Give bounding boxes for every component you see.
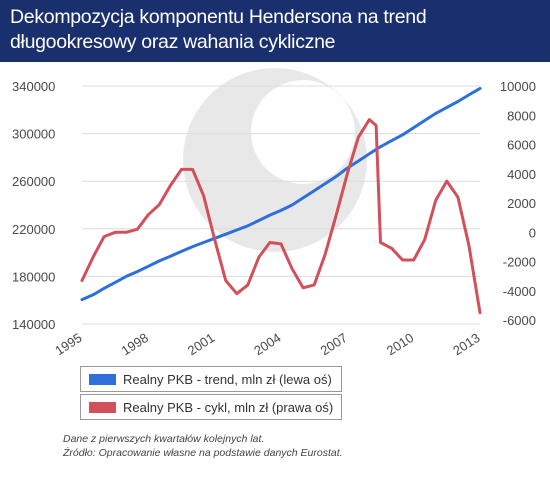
right-tick-label: 0 [529,225,536,240]
x-tick-label: 2010 [384,330,416,358]
legend-swatch-cycle [89,402,116,413]
series-line-trend [80,86,482,302]
right-tick-label: -2000 [503,255,536,270]
left-tick-label: 260000 [12,174,55,189]
legend-label-trend: Realny PKB - trend, mln zł (lewa oś) [123,372,332,387]
footnote-source: Źródło: Opracowanie własne na podstawie … [63,447,343,459]
x-axis-ticks: 1995 1998 2001 2004 2007 2010 2013 [52,330,482,358]
x-tick-label: 1998 [119,330,151,358]
series-line-cycle [80,118,482,315]
grid-lines [82,85,480,325]
chart-title: Dekompozycja komponentu Hendersona na tr… [10,6,427,53]
right-tick-label: -4000 [503,284,536,299]
line-chart: 140000 180000 220000 260000 300000 340000 -60… [12,68,536,358]
title-bar: Dekompozycja komponentu Hendersona na tr… [0,0,550,62]
watermark-logo [183,68,367,252]
x-tick-label: 2007 [318,330,350,358]
footnote-data: Dane z pierwszych kwartałów kolejnych la… [63,433,265,445]
legend-label-cycle: Realny PKB - cykl, mln zł (prawa oś) [123,400,334,415]
left-tick-label: 180000 [12,269,55,284]
right-tick-label: 2000 [507,196,536,211]
x-tick-label: 2004 [251,330,283,358]
left-tick-label: 340000 [12,79,55,94]
right-tick-label: 10000 [500,79,536,94]
left-tick-label: 140000 [12,317,55,332]
x-tick-label: 2013 [450,330,482,358]
right-tick-label: 4000 [507,167,536,182]
right-tick-label: -6000 [503,313,536,328]
legend-item-trend: Realny PKB - trend, mln zł (lewa oś) [80,366,342,392]
legend-item-cycle: Realny PKB - cykl, mln zł (prawa oś) [80,394,342,420]
left-tick-label: 300000 [12,127,55,142]
legend-swatch-trend [89,374,116,385]
x-tick-label: 2001 [185,330,217,358]
right-tick-label: 6000 [507,138,536,153]
series-lines [80,86,482,315]
x-tick-label: 1995 [52,330,84,358]
right-tick-label: 8000 [507,108,536,123]
left-axis-ticks: 140000 180000 220000 260000 300000 340000 [12,79,55,332]
left-tick-label: 220000 [12,222,55,237]
right-axis-ticks: -6000 -4000 -2000 0 2000 4000 6000 8000 10000 [500,79,536,328]
